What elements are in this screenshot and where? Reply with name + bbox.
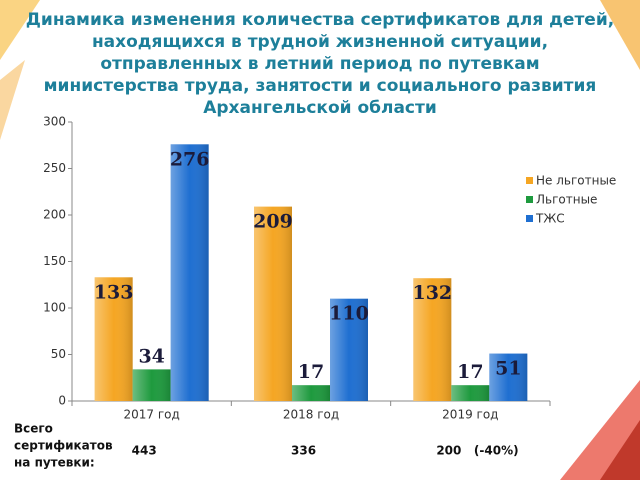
bar-shine [254,206,292,401]
bar-shine [94,277,133,401]
y-tick-label: 0 [58,394,66,408]
decor [600,420,640,480]
chart-title: отправленных в летний период по путевкам [100,54,539,74]
y-tick-label: 200 [43,208,66,222]
legend-swatch [526,215,533,222]
legend-label: Не льготные [536,174,616,188]
legend-swatch [526,177,533,184]
bar-shine [451,385,490,401]
decor [0,60,25,140]
y-tick-label: 50 [51,347,66,361]
legend-swatch [526,196,533,203]
data-label: 34 [138,345,164,367]
y-tick-label: 250 [43,161,66,175]
bar-shine [170,144,209,401]
data-label: 17 [457,361,483,383]
bar-shine [489,353,528,401]
chart: Динамика изменения количества сертификат… [14,10,616,470]
totals-label: Всего [14,422,53,436]
y-tick-label: 300 [43,115,66,129]
y-tick-label: 100 [43,301,66,315]
bar-shine [132,369,171,401]
data-label: 17 [298,361,324,383]
legend-label: Льготные [536,193,597,207]
totals-label: сертификатов [14,439,113,453]
x-tick-label: 2018 год [283,408,339,422]
chart-title: Динамика изменения количества сертификат… [26,10,614,30]
total: 200 (-40%) [436,444,518,458]
totals-label: на путевки: [14,456,95,470]
data-label: 132 [412,282,452,304]
legend-label: ТЖС [535,212,565,226]
chart-title: Архангельской области [203,98,437,118]
data-label: 209 [253,211,293,233]
total: 443 [132,444,157,458]
data-label: 110 [329,303,369,325]
x-tick-label: 2017 год [124,408,180,422]
data-label: 133 [94,281,134,303]
data-label: 51 [495,358,521,380]
x-tick-label: 2019 год [442,408,498,422]
bar-shine [330,298,368,401]
data-label: 276 [170,148,210,170]
decor [600,0,640,70]
y-tick-label: 150 [43,254,66,268]
bar-shine [413,278,452,401]
chart-title: министерства труда, занятости и социальн… [44,76,597,96]
total: 336 [291,444,316,458]
bar-shine [292,385,330,401]
chart-title: находящихся в трудной жизненной ситуации… [92,32,548,52]
decor [0,0,40,60]
